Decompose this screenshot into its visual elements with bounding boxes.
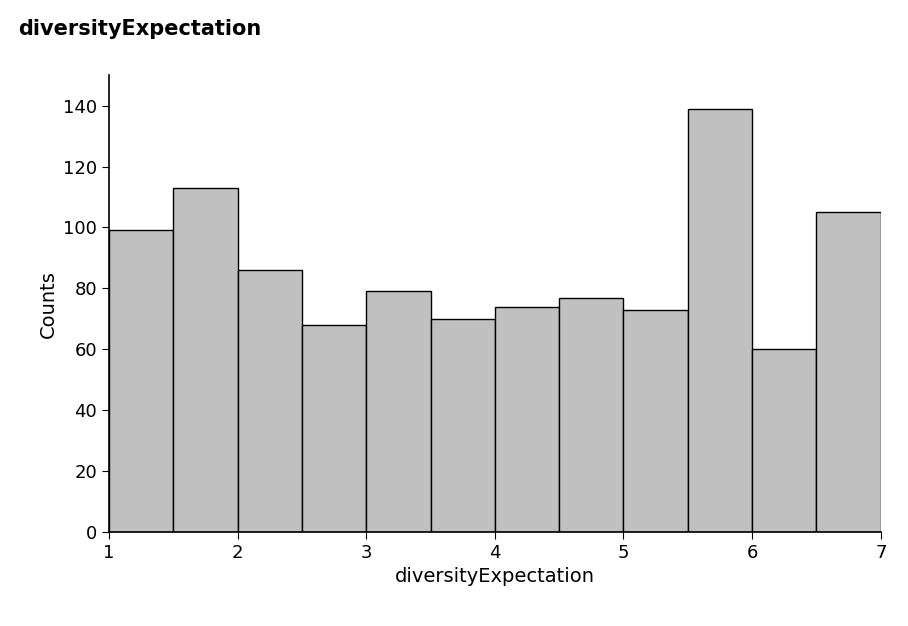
X-axis label: diversityExpectation: diversityExpectation (395, 567, 595, 587)
Bar (238, 270, 301, 532)
Bar (752, 349, 816, 532)
Bar (495, 307, 559, 532)
Bar (624, 310, 688, 532)
Bar (816, 212, 881, 532)
Y-axis label: Counts: Counts (38, 270, 57, 337)
Text: diversityExpectation: diversityExpectation (18, 19, 262, 39)
Bar (366, 292, 430, 532)
Bar (301, 325, 366, 532)
Bar (430, 319, 495, 532)
Bar (559, 297, 624, 532)
Bar (173, 188, 238, 532)
Bar (688, 109, 752, 532)
Bar (109, 230, 173, 532)
